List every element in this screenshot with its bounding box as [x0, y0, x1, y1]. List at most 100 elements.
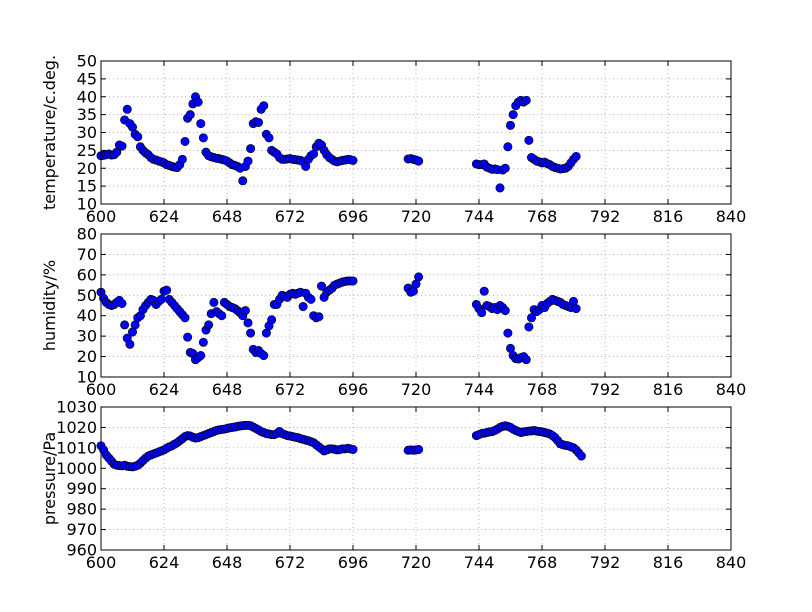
x-tick-label: 720 — [401, 207, 432, 226]
plot-area-humidity — [101, 234, 731, 377]
data-point — [246, 144, 256, 154]
data-point — [180, 313, 190, 323]
data-point — [122, 104, 132, 114]
x-tick-label: 696 — [338, 207, 369, 226]
data-point — [571, 151, 581, 161]
data-point — [196, 119, 206, 129]
x-tick-label: 600 — [86, 207, 117, 226]
y-tick-label: 20 — [77, 347, 97, 366]
y-tick-label: 40 — [77, 306, 97, 325]
y-tick-label: 50 — [77, 286, 97, 305]
data-point — [508, 110, 518, 120]
y-tick-label: 45 — [77, 69, 97, 88]
y-tick-label: 1020 — [56, 418, 97, 437]
plot-temperature: 600 624 648 672 696 720 744 768 792 816 840 1015202… — [40, 52, 746, 227]
y-tick-label: 1010 — [56, 438, 97, 457]
y-tick-label: 10 — [77, 368, 97, 387]
plot-pressure: 600 624 648 672 696 720 744 768 792 816 8409609709… — [40, 398, 746, 573]
data-point — [254, 117, 264, 127]
y-tick-label: 80 — [77, 225, 97, 244]
series-temperature — [96, 92, 581, 193]
data-point — [162, 285, 172, 295]
data-point — [125, 339, 135, 349]
data-point — [238, 176, 248, 186]
x-tick-label: 696 — [338, 553, 369, 572]
y-tick-label: 1030 — [56, 398, 97, 417]
axes-frame — [100, 406, 732, 551]
data-point — [414, 272, 424, 282]
data-point — [503, 142, 513, 152]
x-tick-label: 672 — [275, 380, 306, 399]
data-point — [156, 294, 166, 304]
y-tick-label: 960 — [66, 541, 97, 560]
axes-frame — [100, 233, 732, 378]
data-point — [204, 320, 214, 330]
y-tick-label: 60 — [77, 265, 97, 284]
data-point — [505, 120, 515, 130]
data-point — [348, 155, 358, 165]
data-point — [316, 281, 326, 291]
y-tick-label: 25 — [77, 141, 97, 160]
data-point — [503, 328, 513, 338]
data-point — [259, 351, 269, 361]
x-tick-label: 624 — [149, 380, 180, 399]
data-point — [414, 156, 424, 166]
data-point — [500, 306, 510, 316]
y-tick-label: 15 — [77, 177, 97, 196]
x-tick-label: 816 — [653, 553, 684, 572]
y-tick-label: 980 — [66, 500, 97, 519]
data-point — [348, 444, 358, 454]
x-tick-label: 672 — [275, 207, 306, 226]
y-tick-label: 40 — [77, 87, 97, 106]
data-point — [133, 132, 143, 142]
y-tick-label: 70 — [77, 245, 97, 264]
data-point — [120, 320, 130, 330]
x-tick-label: 768 — [527, 553, 558, 572]
data-point — [209, 297, 219, 307]
y-tick-label: 990 — [66, 479, 97, 498]
data-point — [298, 302, 308, 312]
plot-area-temperature — [101, 61, 731, 204]
x-tick-label: 768 — [527, 380, 558, 399]
x-tick-label: 840 — [716, 553, 747, 572]
data-point — [240, 306, 250, 316]
y-tick-label: 50 — [77, 52, 97, 71]
series-humidity — [96, 272, 581, 365]
data-point — [576, 451, 586, 461]
y-tick-label: 30 — [77, 327, 97, 346]
x-tick-label: 624 — [149, 207, 180, 226]
x-tick-label: 768 — [527, 207, 558, 226]
y-tick-label: 1000 — [56, 459, 97, 478]
y-tick-label: 35 — [77, 105, 97, 124]
data-point — [306, 294, 316, 304]
x-tick-label: 816 — [653, 207, 684, 226]
data-point — [267, 315, 277, 325]
data-point — [243, 156, 253, 166]
data-point — [217, 311, 227, 321]
data-point — [198, 337, 208, 347]
x-tick-label: 744 — [464, 553, 495, 572]
x-tick-label: 840 — [716, 207, 747, 226]
data-point — [259, 101, 269, 111]
y-tick-label: 20 — [77, 159, 97, 178]
x-tick-label: 648 — [212, 207, 243, 226]
data-point — [117, 298, 127, 308]
x-tick-label: 624 — [149, 553, 180, 572]
data-point — [198, 133, 208, 143]
axes-frame — [100, 60, 732, 205]
data-point — [183, 332, 193, 342]
x-tick-label: 648 — [212, 553, 243, 572]
data-point — [524, 322, 534, 332]
y-axis-label: pressure/Pa — [40, 432, 59, 525]
y-tick-label: 970 — [66, 520, 97, 539]
x-tick-label: 792 — [590, 380, 621, 399]
data-point — [180, 136, 190, 146]
y-tick-label: 10 — [77, 195, 97, 214]
data-point — [571, 304, 581, 314]
data-point — [477, 308, 487, 318]
x-tick-label: 792 — [590, 207, 621, 226]
data-point — [521, 95, 531, 105]
data-point — [479, 286, 489, 296]
